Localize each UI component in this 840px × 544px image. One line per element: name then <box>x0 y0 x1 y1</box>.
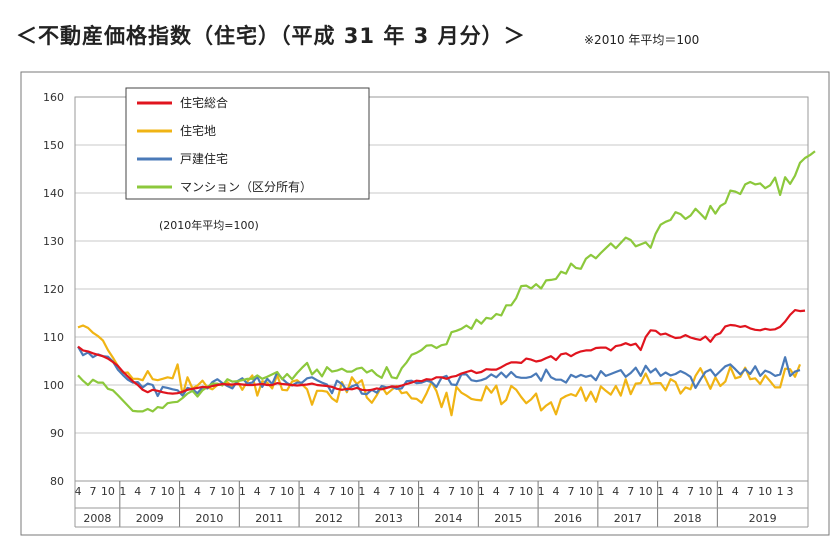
x-month-label: 4 <box>672 485 679 498</box>
y-tick-label: 110 <box>43 331 64 344</box>
x-month-label: 7 <box>508 485 515 498</box>
x-month-label: 7 <box>149 485 156 498</box>
y-axis: 160 150 140 130 120 110 100 90 80 <box>43 91 64 488</box>
x-month-label: 1 <box>597 485 604 498</box>
x-year-label: 2010 <box>195 512 223 525</box>
x-month-label: 10 <box>161 485 175 498</box>
x-month-label: 7 <box>687 485 694 498</box>
x-year-label: 2012 <box>315 512 343 525</box>
page-title: ＜不動産価格指数（住宅）（平成 31 年 3 月分）＞ <box>16 24 526 48</box>
y-tick-label: 120 <box>43 283 64 296</box>
x-month-label: 1 <box>717 485 724 498</box>
series-line-2 <box>77 346 801 398</box>
x-month-label: 10 <box>101 485 115 498</box>
x-month-label: 4 <box>75 485 82 498</box>
legend-label: 戸建住宅 <box>180 151 228 166</box>
x-month-label: 1 <box>119 485 126 498</box>
y-tick-label: 100 <box>43 379 64 392</box>
x-month-label: 10 <box>758 485 772 498</box>
x-month-label: 10 <box>459 485 473 498</box>
legend-label: 住宅総合 <box>180 95 228 110</box>
x-month-label: 10 <box>340 485 354 498</box>
x-month-label: 1 <box>358 485 365 498</box>
x-month-label: 7 <box>448 485 455 498</box>
x-month-label: 1 <box>299 485 306 498</box>
x-month-label: 4 <box>553 485 560 498</box>
x-year-label: 2008 <box>83 512 111 525</box>
y-tick-label: 80 <box>50 475 64 488</box>
chart-inner-note: (2010年平均=100) <box>159 218 259 232</box>
x-year-label: 2019 <box>749 512 777 525</box>
x-month-label: 7 <box>567 485 574 498</box>
series-lines <box>77 150 816 417</box>
x-month-label: 10 <box>220 485 234 498</box>
x-month-label: 7 <box>747 485 754 498</box>
x-month-label: 1 <box>657 485 664 498</box>
x-year-label: 2016 <box>554 512 582 525</box>
x-axis: 4 7 10 1 4 7 10 1 4 7 10 1 4 7 10 1 4 7 10 1 4 7 10 1 4 7 10 1 4 7 10 1… <box>74 481 809 528</box>
x-month-label: 4 <box>493 485 500 498</box>
x-month-label: 3 <box>787 485 794 498</box>
x-month-label: 7 <box>388 485 395 498</box>
x-month-label: 1 <box>478 485 485 498</box>
base-year-note: ※2010 年平均＝100 <box>584 33 700 47</box>
legend-label: 住宅地 <box>180 123 216 138</box>
x-year-label: 2013 <box>375 512 403 525</box>
x-month-label: 4 <box>732 485 739 498</box>
series-line-0 <box>77 309 806 395</box>
x-month-label: 4 <box>612 485 619 498</box>
x-month-label: 10 <box>579 485 593 498</box>
x-month-label: 7 <box>209 485 216 498</box>
x-year-label: 2018 <box>673 512 701 525</box>
series-line-3 <box>77 150 816 413</box>
x-month-label: 10 <box>519 485 533 498</box>
y-tick-label: 130 <box>43 235 64 248</box>
y-tick-label: 160 <box>43 91 64 104</box>
x-month-label: 7 <box>328 485 335 498</box>
series-line-1 <box>77 324 802 417</box>
x-month-label: 1 <box>777 485 784 498</box>
x-month-label: 4 <box>373 485 380 498</box>
x-month-label: 4 <box>194 485 201 498</box>
x-month-label: 1 <box>179 485 186 498</box>
y-tick-label: 90 <box>50 427 64 440</box>
x-month-label: 10 <box>639 485 653 498</box>
x-month-label: 7 <box>627 485 634 498</box>
x-month-label: 10 <box>280 485 294 498</box>
x-month-label: 1 <box>239 485 246 498</box>
x-month-label: 10 <box>698 485 712 498</box>
x-year-label: 2014 <box>434 512 462 525</box>
x-month-label: 4 <box>254 485 261 498</box>
legend-label: マンション（区分所有） <box>180 180 312 194</box>
x-year-label: 2011 <box>255 512 283 525</box>
y-tick-label: 150 <box>43 139 64 152</box>
x-month-label: 4 <box>433 485 440 498</box>
x-year-label: 2017 <box>614 512 642 525</box>
x-month-label: 1 <box>538 485 545 498</box>
legend-box <box>125 87 370 200</box>
x-year-label: 2015 <box>494 512 522 525</box>
x-year-label: 2009 <box>136 512 164 525</box>
plot-area <box>74 96 809 482</box>
x-month-label: 4 <box>314 485 321 498</box>
x-month-label: 4 <box>134 485 141 498</box>
x-month-label: 7 <box>269 485 276 498</box>
y-tick-label: 140 <box>43 187 64 200</box>
x-month-label: 10 <box>400 485 414 498</box>
x-month-label: 1 <box>418 485 425 498</box>
x-month-label: 7 <box>89 485 96 498</box>
